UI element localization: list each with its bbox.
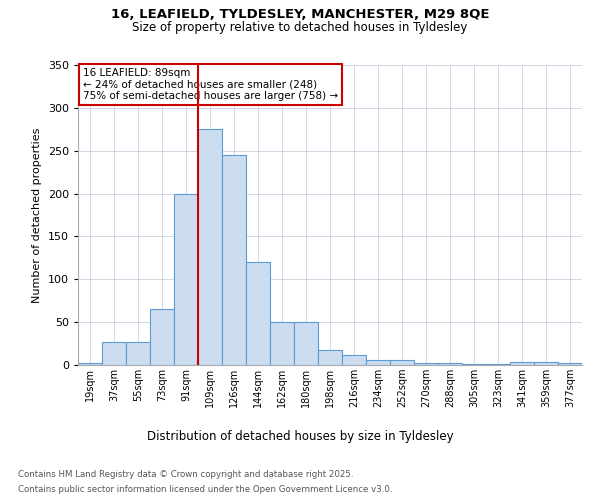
Bar — [102, 342, 126, 365]
Bar — [390, 360, 414, 365]
Bar — [174, 194, 198, 365]
Text: Size of property relative to detached houses in Tyldesley: Size of property relative to detached ho… — [133, 21, 467, 34]
Text: Contains public sector information licensed under the Open Government Licence v3: Contains public sector information licen… — [18, 485, 392, 494]
Bar — [150, 310, 174, 365]
Bar — [294, 322, 318, 365]
Text: 16, LEAFIELD, TYLDESLEY, MANCHESTER, M29 8QE: 16, LEAFIELD, TYLDESLEY, MANCHESTER, M29… — [111, 8, 489, 20]
Bar — [558, 364, 582, 365]
Bar — [246, 262, 270, 365]
Bar — [270, 322, 294, 365]
Bar — [78, 364, 102, 365]
Bar — [510, 362, 534, 365]
Y-axis label: Number of detached properties: Number of detached properties — [32, 128, 42, 302]
Text: 16 LEAFIELD: 89sqm
← 24% of detached houses are smaller (248)
75% of semi-detach: 16 LEAFIELD: 89sqm ← 24% of detached hou… — [83, 68, 338, 101]
Bar — [342, 354, 366, 365]
Bar — [438, 364, 462, 365]
Bar — [222, 155, 246, 365]
Bar — [486, 364, 510, 365]
Bar — [366, 360, 390, 365]
Text: Distribution of detached houses by size in Tyldesley: Distribution of detached houses by size … — [146, 430, 454, 443]
Text: Contains HM Land Registry data © Crown copyright and database right 2025.: Contains HM Land Registry data © Crown c… — [18, 470, 353, 479]
Bar — [318, 350, 342, 365]
Bar — [462, 364, 486, 365]
Bar — [126, 342, 150, 365]
Bar — [198, 130, 222, 365]
Bar — [414, 364, 438, 365]
Bar — [534, 362, 558, 365]
